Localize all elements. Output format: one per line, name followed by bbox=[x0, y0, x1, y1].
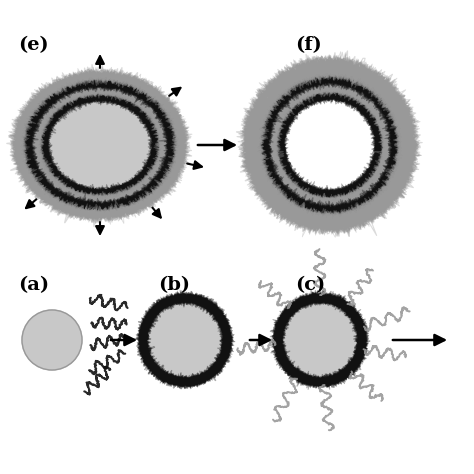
Text: (b): (b) bbox=[158, 276, 190, 294]
Text: (a): (a) bbox=[18, 276, 49, 294]
Circle shape bbox=[22, 310, 82, 370]
Circle shape bbox=[143, 298, 227, 382]
Circle shape bbox=[278, 298, 362, 382]
Ellipse shape bbox=[288, 103, 372, 187]
Text: (f): (f) bbox=[295, 36, 322, 54]
Text: (e): (e) bbox=[18, 36, 49, 54]
Text: (c): (c) bbox=[295, 276, 325, 294]
Ellipse shape bbox=[49, 99, 151, 191]
